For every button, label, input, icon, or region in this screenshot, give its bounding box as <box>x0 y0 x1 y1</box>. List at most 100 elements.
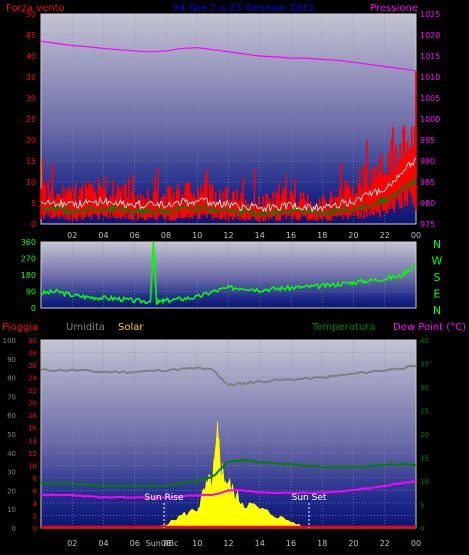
wind-tick-label: 20 <box>26 136 36 145</box>
direction-tick-label: 360 <box>21 238 36 247</box>
x-tick-label: 10 <box>192 231 202 240</box>
rain-tick-label: 14 <box>28 437 37 445</box>
rain-tick-label: 2 <box>33 512 37 520</box>
wind-tick-label: 50 <box>26 10 36 19</box>
x-tick-label: 18 <box>317 231 327 240</box>
rain-tick-label: 6 <box>33 487 38 495</box>
direction-tick-label: 90 <box>26 288 36 297</box>
wind-label: Forza vento <box>6 3 65 14</box>
temperature-tick-label: 5 <box>420 502 424 510</box>
humidity-tick-label: 50 <box>7 431 16 439</box>
humidity-tick-label: 60 <box>7 412 16 420</box>
temperature-tick-label: 40 <box>420 337 429 345</box>
wind-tick-label: 40 <box>26 52 36 61</box>
x-tick-label: 16 <box>286 539 296 548</box>
wind-tick-label: 35 <box>26 73 36 82</box>
x-tick-label: 16 <box>286 231 296 240</box>
wind-average-line <box>40 176 417 218</box>
rain-tick-label: 24 <box>28 375 37 383</box>
wind-tick-label: 45 <box>26 31 36 40</box>
compass-label: E <box>434 288 441 301</box>
x-tick-label: 08 <box>161 539 171 548</box>
temperature-tick-label: 15 <box>420 455 429 463</box>
humidity-tick-label: 70 <box>7 393 16 401</box>
x-tick-label: 20 <box>348 231 358 240</box>
humidity-label: Umidita <box>66 322 105 333</box>
wind-tick-label: 15 <box>26 157 36 166</box>
pressure-tick-label: 990 <box>420 157 435 166</box>
panel2-grid <box>41 242 416 308</box>
wind-tick-label: 25 <box>26 115 36 124</box>
rain-tick-label: 4 <box>33 500 38 508</box>
rain-tick-label: 0 <box>33 525 37 533</box>
panel1-grid <box>41 14 416 224</box>
pressure-tick-label: 995 <box>420 136 435 145</box>
wind-axis-ticks: 0 5 10 15 20 25 30 35 40 45 50 <box>26 10 36 229</box>
x-tick-label: 12 <box>223 539 233 548</box>
wind-tick-label: 0 <box>31 220 36 229</box>
direction-tick-label: 180 <box>21 271 36 280</box>
humidity-line <box>40 364 417 387</box>
x-tick-label: 14 <box>255 539 265 548</box>
x-tick-label: 04 <box>98 231 108 240</box>
temperature-tick-label: 30 <box>420 384 429 392</box>
direction-axis-ticks: 0 90 180 270 360 <box>21 238 36 313</box>
humidity-tick-label: 40 <box>7 450 16 458</box>
sunrise-label: Sun Rise <box>145 493 184 503</box>
solar-label: Solar <box>118 322 144 333</box>
pressure-axis-ticks: 975 980 985 990 995 1000 1005 1010 1015 1020 1025 <box>420 10 440 229</box>
humidity-axis-ticks: 0 10 20 30 40 50 60 70 80 90 100 <box>3 337 16 533</box>
rain-tick-label: 18 <box>28 412 37 420</box>
rain-tick-label: 30 <box>28 337 37 345</box>
humidity-tick-label: 10 <box>7 506 16 514</box>
rain-tick-label: 16 <box>28 425 37 433</box>
humidity-tick-label: 0 <box>12 525 16 533</box>
pressure-tick-label: 980 <box>420 199 435 208</box>
pressure-label: Pressione <box>370 3 418 14</box>
panel1-x-ticks: 02 04 06 08 10 12 14 16 18 20 22 00 <box>67 231 421 240</box>
temperature-tick-label: 20 <box>420 431 429 439</box>
temperature-tick-label: 10 <box>420 478 429 486</box>
pressure-line <box>40 40 417 72</box>
x-tick-label: 10 <box>192 539 202 548</box>
direction-tick-label: 270 <box>21 255 36 264</box>
x-tick-label: 08 <box>161 231 171 240</box>
dewpoint-line <box>40 480 417 499</box>
pressure-tick-label: 1010 <box>420 73 440 82</box>
wind-mean-line <box>40 158 417 213</box>
pressure-tick-label: 1020 <box>420 31 440 40</box>
pressure-tick-label: 985 <box>420 178 435 187</box>
x-tick-label: 22 <box>380 539 390 548</box>
wind-series <box>40 70 417 222</box>
x-tick-label: 02 <box>67 539 77 548</box>
rain-tick-label: 12 <box>28 450 37 458</box>
sunset-label: Sun Set <box>292 493 327 503</box>
x-tick-label: 20 <box>348 539 358 548</box>
x-tick-label: 14 <box>255 231 265 240</box>
humidity-tick-label: 80 <box>7 375 16 383</box>
dewpoint-label: Dew Point (°C) <box>393 322 466 333</box>
x-tick-label: 02 <box>67 231 77 240</box>
temperature-line <box>40 458 417 488</box>
humidity-tick-label: 30 <box>7 469 16 477</box>
x-tick-label: 22 <box>380 231 390 240</box>
humidity-tick-label: 20 <box>7 487 16 495</box>
x-tick-label: 12 <box>223 231 233 240</box>
rain-tick-label: 8 <box>33 475 37 483</box>
rain-tick-label: 26 <box>28 362 37 370</box>
pressure-tick-label: 1015 <box>420 52 440 61</box>
x-tick-label: 06 <box>130 539 140 548</box>
x-tick-label: 18 <box>317 539 327 548</box>
x-tick-label: 00 <box>411 539 421 548</box>
temperature-axis-ticks: 0 5 10 15 20 25 30 35 40 <box>420 337 429 533</box>
pressure-tick-label: 1000 <box>420 115 440 124</box>
temperature-label: Temperatura <box>311 322 376 333</box>
direction-tick-label: 0 <box>31 304 36 313</box>
rain-tick-label: 10 <box>28 462 37 470</box>
pressure-tick-label: 1005 <box>420 94 440 103</box>
humidity-tick-label: 90 <box>7 356 16 364</box>
